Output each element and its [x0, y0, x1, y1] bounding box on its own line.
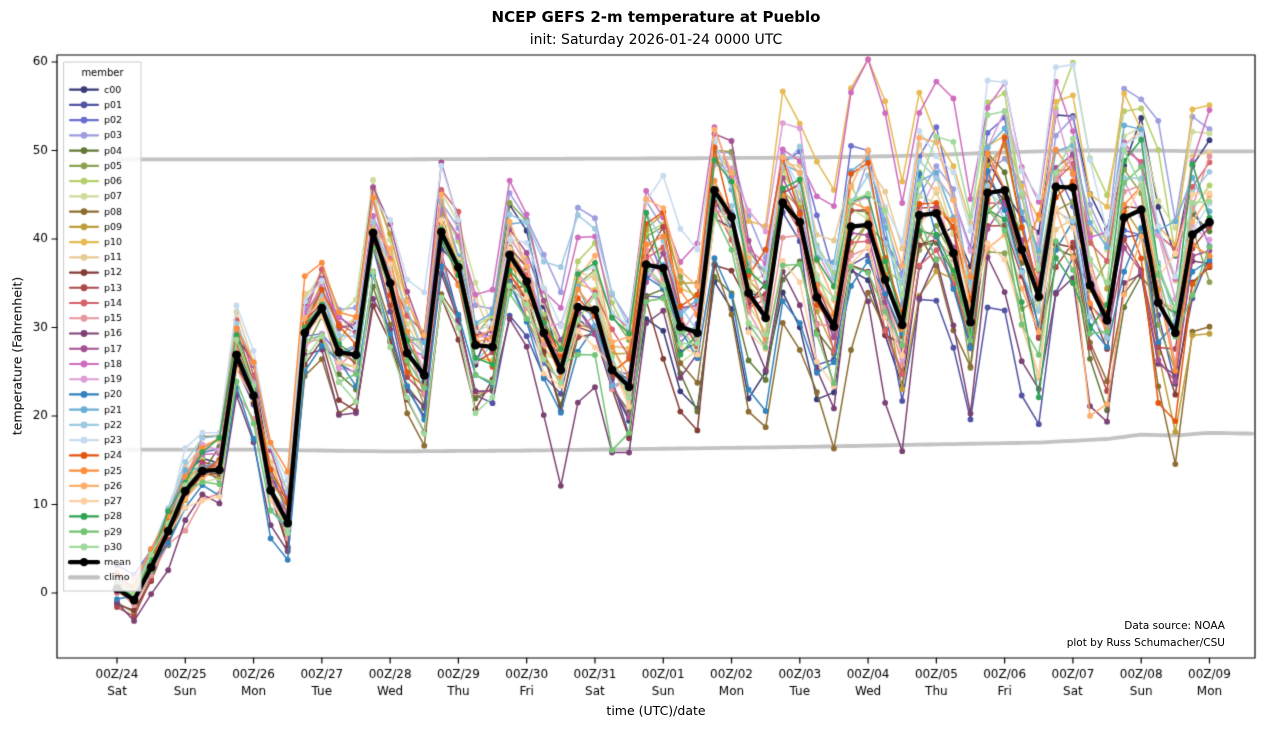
y-axis-label: temperature (Fahrenheit)	[9, 276, 25, 436]
source-annotation: Data source: NOAA plot by Russ Schumache…	[1067, 618, 1225, 652]
data-source-text: Data source: NOAA	[1124, 620, 1225, 632]
credit-text: plot by Russ Schumacher/CSU	[1066, 637, 1225, 649]
page-subtitle: init: Saturday 2026-01-24 0000 UTC	[529, 32, 783, 48]
x-axis-label: time (UTC)/date	[606, 703, 706, 718]
page-title: NCEP GEFS 2-m temperature at Pueblo	[491, 8, 821, 26]
